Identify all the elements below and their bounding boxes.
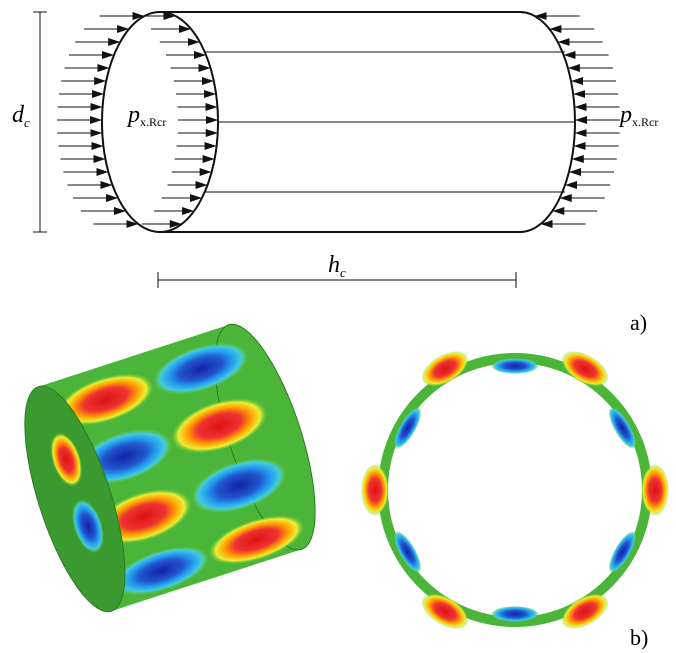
symbol: p bbox=[618, 102, 632, 128]
buckled-section bbox=[361, 350, 669, 630]
height-label: hc bbox=[328, 252, 346, 280]
lobe bbox=[171, 398, 268, 454]
panel-label: b) bbox=[630, 625, 648, 650]
inner-lobe bbox=[608, 530, 637, 574]
lobe bbox=[72, 499, 104, 554]
inner-lobe bbox=[491, 358, 539, 374]
lobe bbox=[57, 373, 154, 426]
shell-end bbox=[214, 323, 316, 551]
shell-opening bbox=[24, 385, 126, 613]
lobe bbox=[50, 432, 83, 487]
lobe bbox=[190, 458, 287, 514]
outer-lobe bbox=[361, 464, 389, 516]
inner-lobe bbox=[491, 606, 539, 622]
subscript: c bbox=[340, 265, 346, 280]
load-arrows bbox=[57, 12, 620, 228]
outer-lobe bbox=[421, 593, 469, 630]
symbol: h bbox=[328, 252, 340, 278]
symbol: d bbox=[12, 102, 25, 128]
outer-lobe bbox=[641, 464, 669, 516]
ring bbox=[378, 353, 652, 627]
subscript: c bbox=[24, 115, 30, 130]
outer-lobe bbox=[421, 350, 469, 387]
load-label: px.Rcr bbox=[126, 102, 166, 129]
cylinder-sketch bbox=[101, 11, 576, 233]
diameter-label: dc bbox=[12, 102, 30, 130]
load-label: px.Rcr bbox=[618, 102, 658, 129]
inner-lobe bbox=[608, 406, 637, 450]
subscript: x.Rcr bbox=[632, 115, 658, 129]
lobe bbox=[113, 546, 210, 596]
buckled-cylinder bbox=[24, 323, 316, 613]
lobe bbox=[152, 342, 249, 395]
symbol: p bbox=[126, 102, 140, 128]
panel-label: a) bbox=[630, 310, 647, 335]
outer-lobe bbox=[561, 350, 609, 387]
inner-lobe bbox=[393, 530, 422, 574]
lobe bbox=[208, 515, 305, 565]
inner-lobe bbox=[393, 406, 422, 450]
subscript: x.Rcr bbox=[140, 115, 166, 129]
outer-lobe bbox=[561, 593, 609, 630]
